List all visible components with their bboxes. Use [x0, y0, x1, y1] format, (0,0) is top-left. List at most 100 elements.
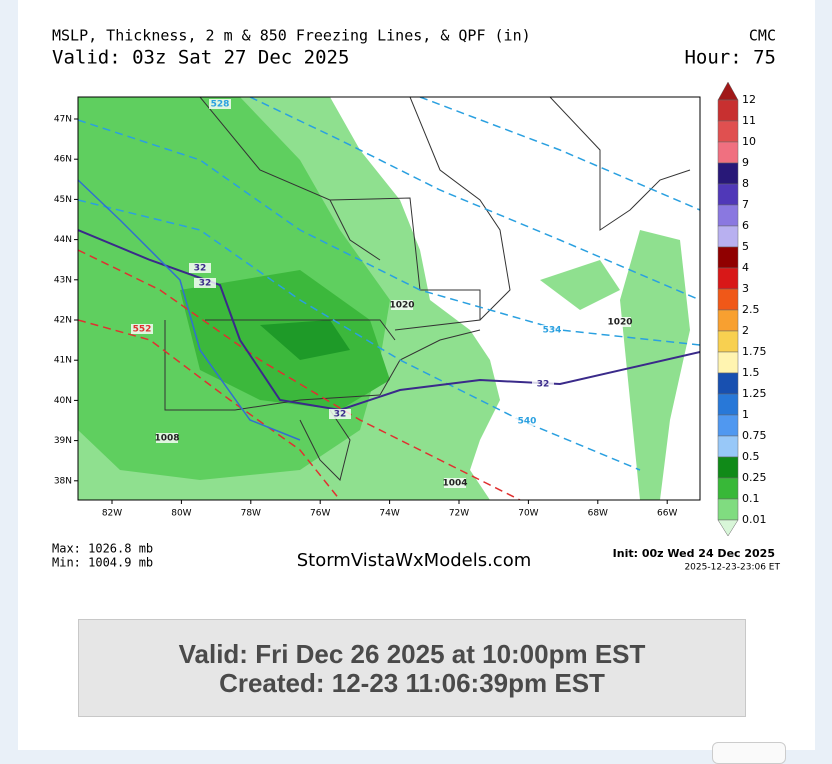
qpf-area [540, 260, 620, 310]
contour-label: 1020 [389, 301, 414, 311]
colorbar-segment [717, 477, 739, 500]
colorbar-segment [717, 204, 739, 227]
latitude-label: 39N [54, 436, 72, 446]
colorbar-label: 8 [742, 177, 749, 190]
valid-time: Valid: 03z Sat 27 Dec 2025 [52, 47, 349, 69]
colorbar-segment [717, 435, 739, 458]
title: MSLP, Thickness, 2 m & 850 Freezing Line… [52, 27, 531, 45]
longitude-label: 78W [241, 509, 261, 519]
colorbar-segment [717, 183, 739, 206]
colorbar-label: 1.5 [742, 366, 760, 379]
colorbar-segment [717, 267, 739, 290]
colorbar-label: 12 [742, 93, 756, 106]
caption-created: Created: 12-23 11:06:39pm EST [219, 668, 605, 698]
latitude-label: 42N [54, 316, 72, 326]
weather-map-image: MSLP, Thickness, 2 m & 850 Freezing Line… [52, 27, 780, 573]
colorbar-segment [717, 330, 739, 353]
longitude-label: 72W [449, 509, 469, 519]
colorbar-label: 9 [742, 156, 749, 169]
colorbar-label: 4 [742, 261, 749, 274]
longitude-label: 68W [588, 509, 608, 519]
contour-label: 1020 [607, 318, 632, 328]
colorbar-segment [717, 246, 739, 269]
label-bg [532, 379, 554, 389]
colorbar-segment [717, 414, 739, 437]
contour-label: 540 [518, 417, 537, 427]
colorbar-label: 0.25 [742, 471, 767, 484]
colorbar-label: 11 [742, 114, 756, 127]
colorbar-label: 0.01 [742, 513, 767, 526]
model: CMC [749, 27, 776, 45]
colorbar-label: 2.5 [742, 303, 760, 316]
label-bg [609, 317, 631, 327]
colorbar-label: 2 [742, 324, 749, 337]
colorbar-top [717, 81, 739, 101]
qpf-area [620, 230, 690, 500]
colorbar-label: 5 [742, 240, 749, 253]
button[interactable] [712, 742, 786, 764]
map-frame [77, 96, 701, 501]
colorbar-segment [717, 120, 739, 143]
site-name: StormVistaWxModels.com [297, 550, 532, 571]
latitude-label: 38N [54, 476, 72, 486]
label-bg [516, 416, 538, 426]
colorbar-label: 7 [742, 198, 749, 211]
colorbar-label: 0.5 [742, 450, 760, 463]
label-bg [209, 99, 231, 109]
colorbar-segment [717, 288, 739, 311]
contour-label: 528 [211, 100, 230, 110]
colorbar-segment [717, 498, 739, 521]
init-time: Init: 00z Wed 24 Dec 2025 [613, 547, 775, 560]
colorbar-label: 0.1 [742, 492, 760, 505]
label-bg [391, 300, 413, 310]
colorbar-bottom [717, 519, 739, 537]
longitude-label: 76W [310, 509, 330, 519]
colorbar-segment [717, 309, 739, 332]
contour-label: 32 [194, 264, 207, 274]
map [77, 96, 701, 501]
caption-box: Valid: Fri Dec 26 2025 at 10:00pm EST Cr… [78, 619, 746, 717]
latitude-label: 41N [54, 356, 72, 366]
colorbar-segment [717, 456, 739, 479]
caption-valid: Valid: Fri Dec 26 2025 at 10:00pm EST [178, 639, 646, 669]
label-bg [156, 433, 178, 443]
colorbar-label: 1 [742, 408, 749, 421]
colorbar-segment [717, 393, 739, 416]
contour-label: 552 [133, 325, 152, 335]
colorbar-segment [717, 225, 739, 248]
colorbar-label: 6 [742, 219, 749, 232]
colorbar-segment [717, 162, 739, 185]
label-bg [541, 325, 563, 335]
colorbar-segment [717, 99, 739, 122]
max-pressure: Max: 1026.8 mb [52, 542, 153, 556]
label-bg [131, 324, 153, 334]
contour-label: 32 [537, 380, 550, 390]
colorbar-label: 10 [742, 135, 756, 148]
colorbar-segment [717, 351, 739, 374]
latitude-label: 46N [54, 155, 72, 165]
colorbar-label: 0.75 [742, 429, 767, 442]
contour-label: 32 [199, 279, 212, 289]
contour-label: 1004 [442, 479, 467, 489]
longitude-label: 74W [379, 509, 399, 519]
min-pressure: Min: 1004.9 mb [52, 556, 153, 570]
colorbar-label: 1.75 [742, 345, 767, 358]
forecast-hour: Hour: 75 [684, 47, 776, 69]
label-bg [329, 409, 351, 419]
longitude-label: 66W [657, 509, 677, 519]
latitude-label: 45N [54, 195, 72, 205]
contour-label: 1008 [154, 434, 179, 444]
latitude-label: 40N [54, 396, 72, 406]
latitude-label: 43N [54, 275, 72, 285]
contour-label: 534 [543, 326, 562, 336]
latitude-label: 47N [54, 115, 72, 125]
label-bg [189, 263, 211, 273]
colorbar-label: 3 [742, 282, 749, 295]
longitude-label: 80W [171, 509, 191, 519]
latitude-label: 44N [54, 235, 72, 245]
longitude-label: 82W [102, 509, 122, 519]
colorbar-segment [717, 141, 739, 164]
qpf-area [260, 320, 350, 360]
created-time: 2025-12-23-23:06 ET [684, 563, 780, 573]
